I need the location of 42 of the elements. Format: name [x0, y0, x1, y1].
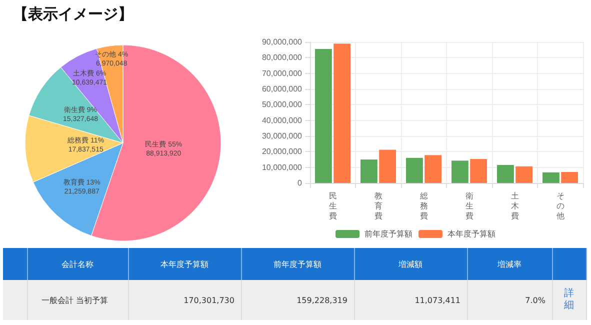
y-tick-label: 90,000,000 [262, 38, 303, 46]
category-label: 前年度予算額 [241, 248, 354, 280]
category-label: 増減率 [467, 248, 552, 280]
category-label: 本年度予算額 [128, 248, 241, 280]
y-tick-label: 20,000,000 [262, 147, 303, 156]
chart-title: 【表示イメージ】 [13, 6, 133, 23]
legend-label: 前年度予算額 [364, 230, 412, 238]
bar [516, 166, 532, 183]
y-tick-label: 0 [298, 178, 303, 188]
x-tick-label: 教育費 [374, 192, 382, 220]
y-tick-label: 30,000,000 [262, 132, 303, 140]
y-tick-label: 60,000,000 [262, 84, 303, 94]
bar [470, 159, 487, 183]
bar [360, 160, 378, 183]
category-label: 増減額 [354, 248, 467, 280]
bar [542, 172, 560, 183]
text: 159,228,319 [241, 280, 354, 320]
y-tick-label: 80,000,000 [262, 53, 303, 62]
bar [315, 49, 332, 183]
text: 170,301,730 [128, 280, 241, 320]
legend-label: 本年度予算額 [448, 230, 496, 238]
y-tick-label: 70,000,000 [262, 68, 303, 78]
y-tick-label: 10,000,000 [262, 162, 303, 172]
bar [497, 164, 514, 183]
bar [406, 158, 423, 183]
x-tick-label: 民生費 [328, 192, 337, 220]
bar [561, 172, 578, 183]
text: 7.0% [467, 280, 552, 320]
text: 一般会計 当初予算 [27, 280, 128, 320]
bar [424, 155, 442, 183]
x-tick-label: 土木費 [510, 192, 519, 220]
text: 11,073,411 [354, 280, 467, 320]
x-tick-label: 衛生費 [465, 192, 474, 220]
text: 詳細 [564, 288, 574, 312]
bar [452, 160, 468, 183]
y-tick-label: 50,000,000 [262, 100, 303, 110]
x-tick-label: その他 [556, 192, 564, 220]
y-tick-label: 40,000,000 [262, 116, 303, 125]
bar [379, 150, 396, 183]
x-tick-label: 総務費 [418, 192, 428, 220]
category-label: 会計名称 [27, 248, 128, 280]
bar [334, 44, 350, 183]
